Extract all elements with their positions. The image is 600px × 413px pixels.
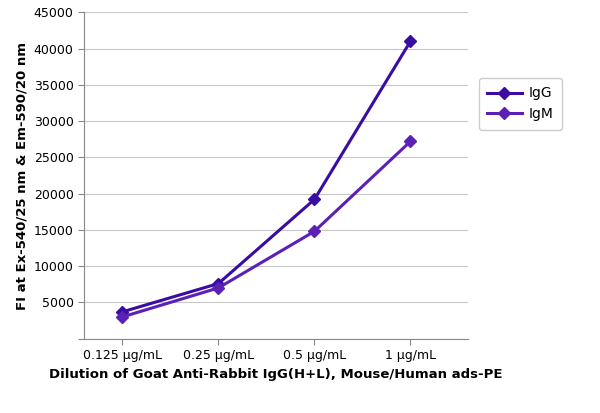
IgG: [215, 281, 222, 286]
IgG: [407, 39, 414, 44]
IgM: [407, 139, 414, 144]
X-axis label: Dilution of Goat Anti-Rabbit IgG(H+L), Mouse/Human ads-PE: Dilution of Goat Anti-Rabbit IgG(H+L), M…: [49, 368, 503, 381]
IgM: [215, 285, 222, 290]
IgG: [311, 197, 318, 202]
IgM: [311, 229, 318, 234]
IgG: [119, 309, 126, 314]
Y-axis label: FI at Ex-540/25 nm & Em-590/20 nm: FI at Ex-540/25 nm & Em-590/20 nm: [15, 42, 28, 309]
Line: IgG: IgG: [118, 37, 415, 316]
Legend: IgG, IgM: IgG, IgM: [479, 78, 562, 130]
IgM: [119, 314, 126, 319]
Line: IgM: IgM: [118, 137, 415, 321]
